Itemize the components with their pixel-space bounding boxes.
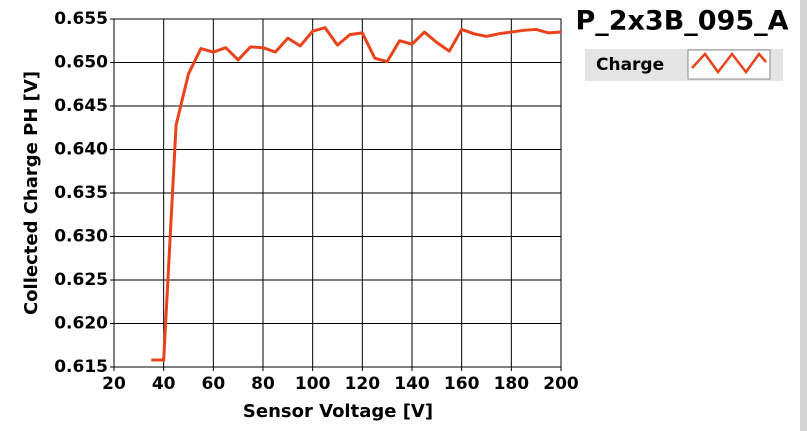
x-tick-label: 60 <box>201 374 225 394</box>
legend-label: Charge <box>596 55 664 75</box>
legend-icon-box <box>687 49 771 80</box>
x-tick-label: 140 <box>394 374 430 394</box>
y-tick-label: 0.620 <box>54 314 108 334</box>
x-tick-label: 100 <box>295 374 331 394</box>
y-tick-label: 0.625 <box>54 270 108 290</box>
legend: Charge <box>585 49 783 81</box>
x-tick-label: 20 <box>102 374 126 394</box>
x-tick-label: 180 <box>494 374 530 394</box>
y-tick-label: 0.640 <box>54 140 108 160</box>
y-tick-label: 0.615 <box>54 357 108 377</box>
y-tick-label: 0.645 <box>54 96 108 116</box>
y-tick-label: 0.630 <box>54 227 108 247</box>
x-tick-label: 200 <box>543 374 579 394</box>
x-axis-title: Sensor Voltage [V] <box>243 401 433 422</box>
data-line <box>151 26 562 362</box>
y-axis-title: Collected Charge PH [V] <box>21 71 42 315</box>
y-tick-label: 0.650 <box>54 53 108 73</box>
x-tick-label: 80 <box>251 374 275 394</box>
window-border <box>800 0 807 431</box>
x-tick-label: 160 <box>444 374 480 394</box>
y-tick-label: 0.655 <box>54 9 108 29</box>
x-tick-label: 120 <box>345 374 381 394</box>
legend-swatch <box>691 51 767 75</box>
chart-title: P_2x3B_095_A <box>575 6 788 37</box>
y-tick-label: 0.635 <box>54 183 108 203</box>
x-tick-label: 40 <box>152 374 176 394</box>
